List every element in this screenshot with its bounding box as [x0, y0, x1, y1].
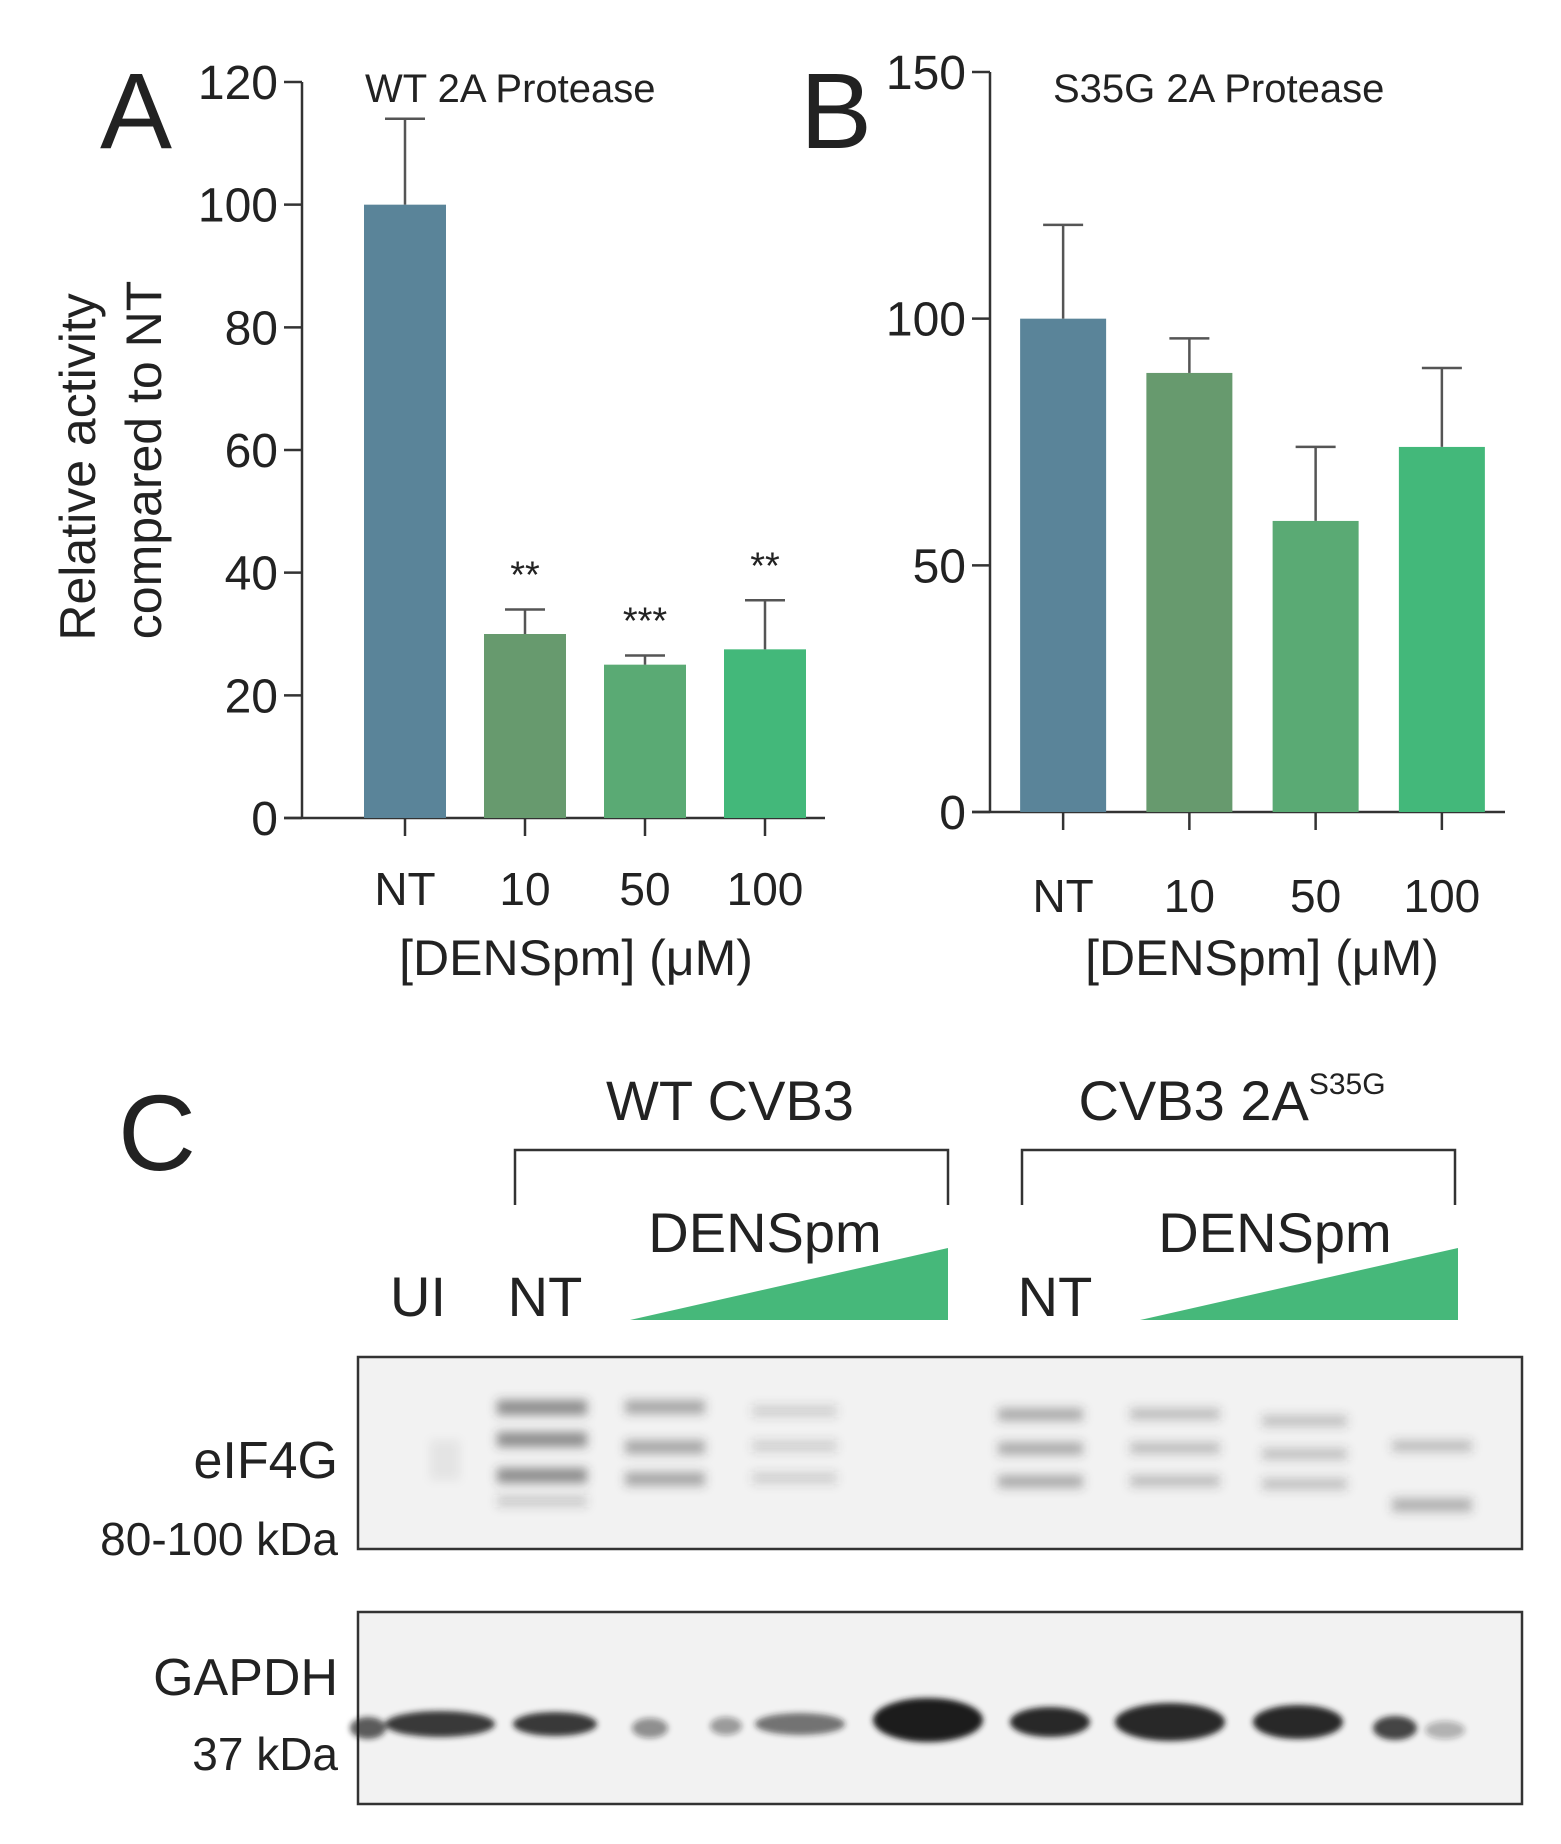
panel-a-letter: A: [100, 50, 172, 171]
panel-a-bar-50: [604, 664, 686, 818]
panel-b-letter: B: [800, 50, 872, 171]
panel-b-y-tick-label: 100: [886, 294, 966, 347]
blot-label-gapdh: GAPDH: [153, 1649, 338, 1707]
panel-b-bar-100: [1398, 446, 1485, 812]
panel-b-bar-50: [1272, 520, 1359, 812]
ylabel-line-2: compared to NT: [116, 281, 172, 639]
panel-a-y-tick-label: 80: [225, 302, 278, 355]
panel-b-x-tick-label: 50: [1290, 870, 1341, 922]
panel-b-xlabel: [DENSpm] (μM): [1085, 930, 1439, 986]
panel-a-y-tick-label: 40: [225, 548, 278, 601]
panel-a-significance-label: ***: [623, 600, 668, 642]
panel-b-x-tick-label: 100: [1404, 870, 1481, 922]
group-label-mutant-main: CVB3 2A: [1078, 1069, 1309, 1132]
eif4g-blot: [356, 1355, 1524, 1551]
panel-b-y-tick-label: 150: [886, 47, 966, 100]
dose-gradient-wt: [630, 1248, 948, 1320]
lane-label-nt-mutant: NT: [1018, 1265, 1093, 1328]
panel-b-x-tick-label: 10: [1164, 870, 1215, 922]
drug-label-mutant: DENSpm: [1158, 1201, 1391, 1264]
bracket-mutant: [1020, 1148, 1457, 1205]
panel-a-y-tick-label: 0: [251, 793, 278, 846]
panel-c-western-blot: C WT CVB3 CVB3 2AS35G DENSpm DENSpm UI N…: [100, 1068, 1524, 1806]
panel-a-bar-NT: [364, 204, 446, 818]
panel-a-title: WT 2A Protease: [365, 67, 656, 111]
group-label-mutant-superscript: S35G: [1309, 1068, 1386, 1101]
panel-b-x-tick-label: NT: [1032, 870, 1093, 922]
panel-a-y-tick-label: 120: [198, 57, 278, 110]
ylabel-line-1: Relative activity: [50, 293, 106, 640]
panel-b-bar-10: [1146, 372, 1233, 812]
lane-label-nt-wt: NT: [508, 1265, 583, 1328]
panel-a-xlabel: [DENSpm] (μM): [399, 930, 753, 986]
blot-size-gapdh: 37 kDa: [192, 1728, 338, 1780]
panel-b-chart: B S35G 2A Protease [DENSpm] (μM) 0 50 100 1…: [800, 47, 1505, 986]
panel-b-title: S35G 2A Protease: [1053, 67, 1384, 111]
panel-a-y-tick-label: 20: [225, 670, 278, 723]
blot-label-eif4g: eIF4G: [194, 1432, 339, 1490]
group-label-mutant: CVB3 2AS35G: [1078, 1068, 1385, 1132]
panel-b-y-tick-label: 50: [913, 540, 966, 593]
svg-text:Relative activity comp: Relative activity compared to NT: [50, 279, 172, 640]
bracket-wt: [513, 1148, 950, 1205]
panel-a-bar-100: [724, 649, 806, 818]
blot-size-eif4g: 80-100 kDa: [100, 1513, 338, 1565]
panel-a-chart: A WT 2A Protease Relative activity compa…: [50, 50, 825, 986]
panel-a-significance-label: **: [750, 545, 780, 587]
panel-a-y-tick-label: 100: [198, 180, 278, 233]
group-label-wt: WT CVB3: [606, 1069, 854, 1132]
drug-label-wt: DENSpm: [648, 1201, 881, 1264]
panel-a-x-tick-label: 100: [727, 863, 804, 915]
panel-a-y-tick-label: 60: [225, 425, 278, 478]
panel-a-x-tick-label: 50: [619, 863, 670, 915]
panel-a-significance-label: **: [510, 554, 540, 596]
lane-label-ui: UI: [390, 1265, 446, 1328]
panel-b-bar-NT: [1020, 318, 1107, 812]
panel-b-y-tick-label: 0: [939, 787, 966, 840]
dose-gradient-mutant: [1140, 1248, 1458, 1320]
panel-a-x-tick-label: 10: [499, 863, 550, 915]
gapdh-blot: [350, 1610, 1524, 1806]
panel-a-bar-10: [484, 634, 566, 818]
panel-a-x-tick-label: NT: [374, 863, 435, 915]
panel-c-letter: C: [118, 1072, 196, 1193]
panel-a-ylabel: Relative activity compared to NT: [50, 279, 172, 641]
